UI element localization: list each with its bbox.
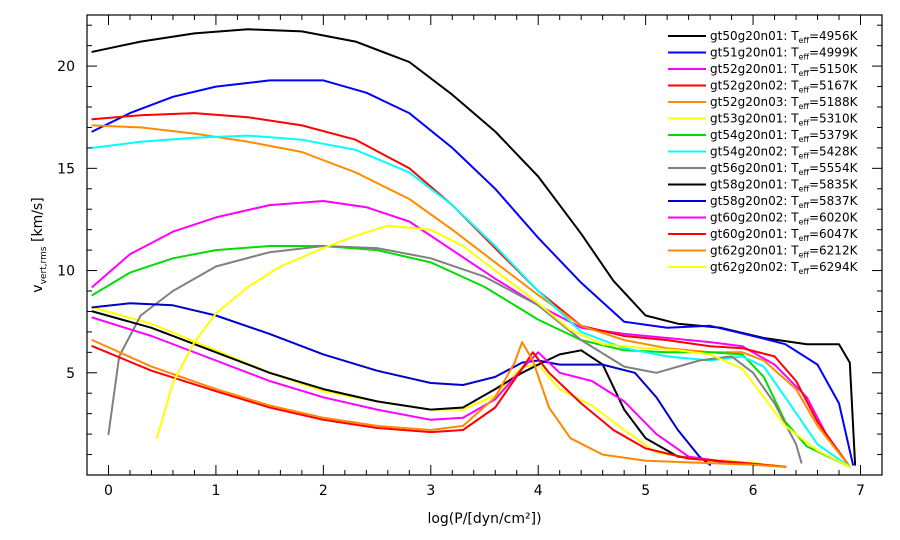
y-tick-label: 10	[57, 264, 75, 280]
x-axis-title: log(P/[dyn/cm²])	[427, 511, 541, 527]
series-line-9	[107, 245, 803, 464]
series-line-1	[91, 28, 857, 466]
series-line-14	[91, 339, 787, 468]
y-tick-label: 15	[57, 161, 75, 177]
series-line-3	[91, 200, 851, 468]
legend-label-3: gt52g20n01: Teff=5150K	[710, 62, 859, 78]
x-tick-label: 4	[534, 483, 543, 499]
series-line-13	[91, 345, 787, 468]
legend-label-11: gt58g20n02: Teff=5837K	[710, 194, 859, 210]
legend-label-5: gt52g20n03: Teff=5188K	[710, 95, 859, 111]
x-tick-label: 6	[749, 483, 758, 499]
legend-label-10: gt58g20n01: Teff=5835K	[710, 178, 859, 194]
legend-label-1: gt50g20n01: Teff=4956K	[710, 29, 859, 45]
series-line-11	[91, 302, 712, 466]
x-tick-label: 7	[856, 483, 865, 499]
axes: 0 1 2 3 4 5 6 7 5 10 15 20	[57, 14, 883, 499]
legend-label-7: gt54g20n01: Teff=5379K	[710, 128, 859, 144]
y-tick-label: 20	[57, 59, 75, 75]
series-line-7	[91, 245, 851, 468]
legend-label-9: gt56g20n01: Teff=5554K	[710, 161, 859, 177]
x-tick-label: 3	[426, 483, 435, 499]
x-tick-label: 5	[641, 483, 650, 499]
series-line-2	[91, 79, 854, 466]
x-tick-label: 1	[211, 483, 220, 499]
series-line-10	[91, 310, 787, 468]
series-line-8	[91, 134, 851, 468]
legend-label-6: gt53g20n01: Teff=5310K	[710, 112, 859, 128]
x-tick-label: 0	[104, 483, 113, 499]
y-tick-label: 5	[66, 366, 75, 382]
legend-label-12: gt60g20n02: Teff=6020K	[710, 211, 859, 227]
legend-label-4: gt52g20n02: Teff=5167K	[710, 79, 859, 95]
x-tick-label: 2	[319, 483, 328, 499]
series-line-12	[91, 316, 787, 468]
series-line-5	[91, 124, 851, 468]
series-line-6	[91, 306, 787, 468]
plot-series	[91, 28, 857, 468]
legend-label-2: gt51g20n01: Teff=4999K	[710, 46, 859, 62]
legend-label-13: gt60g20n01: Teff=6047K	[710, 227, 859, 243]
legend-label-14: gt62g20n01: Teff=6212K	[710, 244, 859, 260]
legend-label-8: gt54g20n02: Teff=5428K	[710, 145, 859, 161]
plot-frame	[86, 14, 883, 476]
series-line-15	[155, 224, 851, 468]
legend-label-15: gt62g20n02: Teff=6294K	[710, 260, 859, 276]
y-axis-title: vvert,rms [km/s]	[30, 197, 49, 292]
